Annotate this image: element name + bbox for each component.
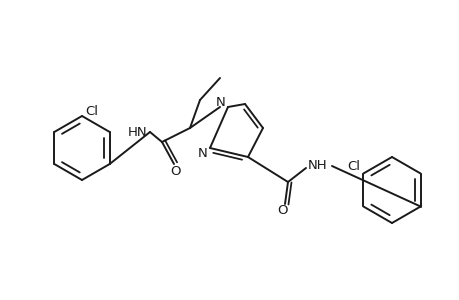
Text: N: N [216,95,225,109]
Text: O: O [277,205,288,218]
Text: N: N [198,146,207,160]
Text: NH: NH [308,158,327,172]
Text: Cl: Cl [85,104,98,118]
Text: HN: HN [128,125,147,139]
Text: O: O [170,164,181,178]
Text: Cl: Cl [346,160,359,173]
